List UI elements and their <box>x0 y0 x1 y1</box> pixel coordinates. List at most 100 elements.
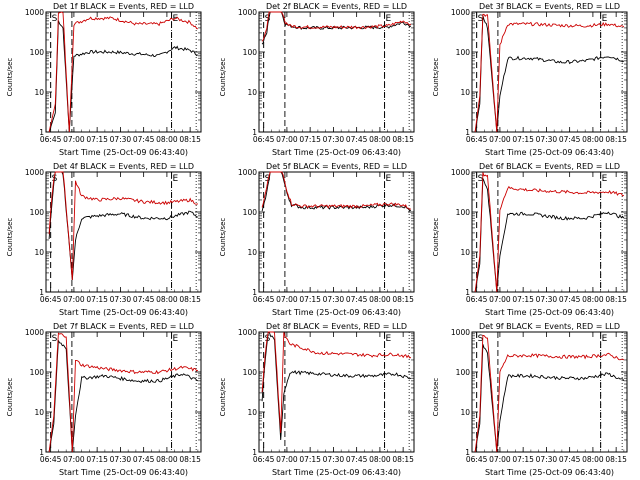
x-tick-label: 08:00 <box>156 135 178 144</box>
y-tick-label: 1 <box>465 128 470 137</box>
series-line-events <box>474 178 625 293</box>
x-tick-label: 07:45 <box>133 135 155 144</box>
x-tick-label: 08:00 <box>156 295 178 304</box>
x-tick-label: 08:00 <box>582 455 604 464</box>
marker-label-e: E <box>386 334 392 344</box>
x-tick-label: 08:00 <box>582 135 604 144</box>
x-tick-label: 07:45 <box>133 455 155 464</box>
x-tick-label: 07:00 <box>276 295 298 304</box>
x-tick-label: 07:00 <box>276 455 298 464</box>
y-tick-label: 10 <box>34 248 44 257</box>
y-tick-label: 1 <box>252 448 257 457</box>
series-line-lld <box>48 332 199 453</box>
y-tick-label: 100 <box>456 368 471 377</box>
detector-panel-7: Det 7f BLACK = Events, RED = LLD Start Ti… <box>0 320 213 480</box>
y-tick-label: 10 <box>247 248 257 257</box>
plot-frame <box>471 331 628 453</box>
x-axis-label: Start Time (25-Oct-09 06:43:40) <box>58 148 189 157</box>
marker-label-e: E <box>386 14 392 24</box>
y-tick-label: 1 <box>252 288 257 297</box>
series-line-lld <box>48 171 199 281</box>
x-tick-label: 07:30 <box>536 135 558 144</box>
marker-label-e: E <box>386 174 392 184</box>
marker-label-e: E <box>602 174 608 184</box>
plot-frame <box>45 11 202 133</box>
detector-panel-6: Det 6f BLACK = Events, RED = LLD Start Ti… <box>426 160 639 320</box>
x-tick-label: 08:15 <box>179 295 201 304</box>
x-tick-label: 08:15 <box>605 455 627 464</box>
y-tick-label: 1000 <box>25 328 44 337</box>
x-tick-label: 06:45 <box>466 455 488 464</box>
x-tick-label: 07:15 <box>299 295 321 304</box>
x-tick-label: 07:15 <box>299 455 321 464</box>
detector-panel-9: Det 9f BLACK = Events, RED = LLD Start Ti… <box>426 320 639 480</box>
x-tick-label: 06:45 <box>40 135 62 144</box>
y-tick-label: 1000 <box>451 328 470 337</box>
series-line-events <box>48 20 199 133</box>
x-tick-label: 08:15 <box>605 295 627 304</box>
x-tick-label: 07:30 <box>110 455 132 464</box>
x-tick-label: 06:45 <box>40 295 62 304</box>
x-tick-label: 08:00 <box>369 135 391 144</box>
detector-panel-3: Det 3f BLACK = Events, RED = LLD Start Ti… <box>426 0 639 160</box>
x-tick-label: 07:30 <box>536 455 558 464</box>
y-tick-label: 1000 <box>238 168 257 177</box>
x-tick-label: 07:30 <box>323 135 345 144</box>
y-tick-label: 1000 <box>451 8 470 17</box>
series-line-lld <box>474 13 625 133</box>
plot-area: 1 10 100 1000 06:45 07:00 07:15 07:30 07:45 08:00… <box>451 8 628 144</box>
x-tick-label: 08:15 <box>179 135 201 144</box>
detector-panel-4: Det 4f BLACK = Events, RED = LLD Start Ti… <box>0 160 213 320</box>
marker-label-e: E <box>602 334 608 344</box>
y-tick-label: 100 <box>30 208 45 217</box>
y-tick-label: 1 <box>39 128 44 137</box>
x-tick-label: 08:15 <box>392 295 414 304</box>
chart-title: Det 1f BLACK = Events, RED = LLD <box>52 2 195 11</box>
x-tick-label: 07:15 <box>86 455 108 464</box>
detector-panel-2: Det 2f BLACK = Events, RED = LLD Start Ti… <box>213 0 426 160</box>
x-tick-label: 07:15 <box>512 455 534 464</box>
chart-title: Det 8f BLACK = Events, RED = LLD <box>265 322 408 331</box>
x-tick-label: 08:00 <box>582 295 604 304</box>
plot-area: 1 10 100 1000 06:45 07:00 07:15 07:30 07:45 08:00… <box>25 168 202 304</box>
marker-label-s: S <box>478 334 484 344</box>
y-tick-label: 10 <box>247 88 257 97</box>
x-tick-label: 07:00 <box>489 455 511 464</box>
x-tick-label: 07:45 <box>559 455 581 464</box>
plot-frame <box>471 11 628 133</box>
chart-title: Det 6f BLACK = Events, RED = LLD <box>478 162 621 171</box>
y-tick-label: 10 <box>460 248 470 257</box>
x-tick-label: 08:00 <box>156 455 178 464</box>
x-tick-label: 06:45 <box>253 455 275 464</box>
plot-frame <box>258 331 415 453</box>
x-axis-label: Start Time (25-Oct-09 06:43:40) <box>484 148 615 157</box>
x-tick-label: 07:00 <box>63 295 85 304</box>
marker-label-s: S <box>478 14 484 24</box>
y-tick-label: 1000 <box>25 168 44 177</box>
chart-title: Det 9f BLACK = Events, RED = LLD <box>478 322 621 331</box>
x-tick-label: 07:45 <box>346 455 368 464</box>
chart-title: Det 2f BLACK = Events, RED = LLD <box>265 2 408 11</box>
x-axis-label: Start Time (25-Oct-09 06:43:40) <box>271 468 402 477</box>
series-line-lld <box>48 11 198 133</box>
x-axis-label: Start Time (25-Oct-09 06:43:40) <box>58 308 189 317</box>
plot-area: 1 10 100 1000 06:45 07:00 07:15 07:30 07:45 08:00… <box>451 328 628 464</box>
x-tick-label: 08:15 <box>392 455 414 464</box>
plot-frame <box>258 11 415 133</box>
x-tick-label: 06:45 <box>253 135 275 144</box>
x-tick-label: 06:45 <box>466 295 488 304</box>
chart-title: Det 3f BLACK = Events, RED = LLD <box>478 2 621 11</box>
y-tick-label: 100 <box>243 48 258 57</box>
x-axis-label: Start Time (25-Oct-09 06:43:40) <box>271 148 402 157</box>
plot-frame <box>258 171 415 293</box>
plot-area: 1 10 100 1000 06:45 07:00 07:15 07:30 07:45 08:00… <box>25 328 202 464</box>
x-tick-label: 07:15 <box>86 295 108 304</box>
marker-label-e: E <box>173 174 179 184</box>
y-tick-label: 100 <box>243 208 258 217</box>
y-tick-label: 10 <box>247 408 257 417</box>
marker-label-s: S <box>52 14 58 24</box>
plot-area: 1 10 100 1000 06:45 07:00 07:15 07:30 07:45 08:00… <box>238 328 415 464</box>
x-axis-label: Start Time (25-Oct-09 06:43:40) <box>484 468 615 477</box>
detector-panel-8: Det 8f BLACK = Events, RED = LLD Start Ti… <box>213 320 426 480</box>
